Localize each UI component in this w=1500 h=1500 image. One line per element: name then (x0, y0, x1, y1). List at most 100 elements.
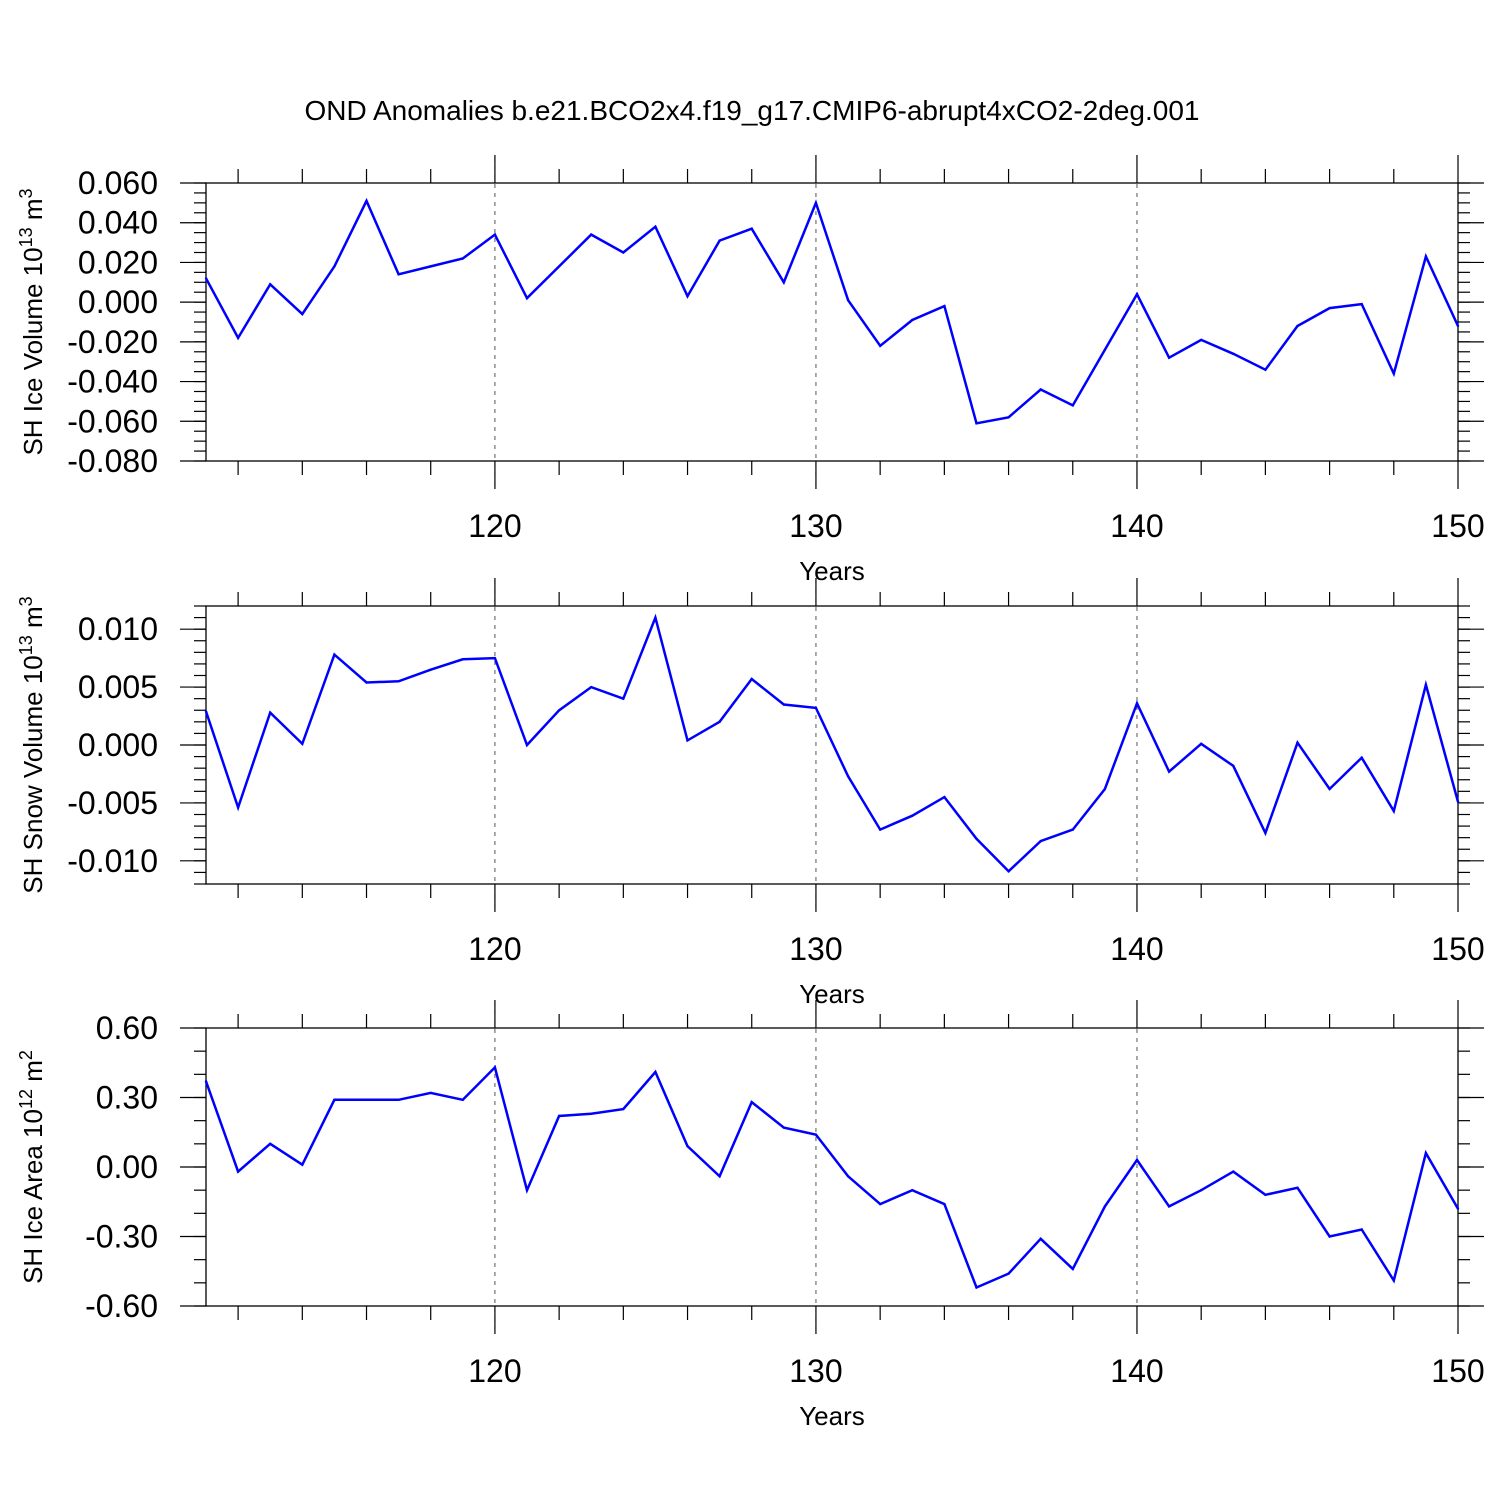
series-line (204, 197, 1460, 425)
data-point (686, 739, 689, 742)
y-tick-label: 0.005 (78, 669, 158, 705)
data-point (429, 668, 432, 671)
data-point (1360, 756, 1363, 759)
y-axis-title-unit: m (18, 1060, 48, 1089)
y-axis-title-prefix: SH Ice Area 10 (18, 1109, 48, 1284)
data-point (1232, 1170, 1235, 1173)
data-point (1007, 1272, 1010, 1275)
x-tick-label: 130 (789, 508, 842, 544)
y-axis-title-exp: 13 (16, 635, 36, 655)
data-point (622, 251, 625, 254)
data-point (493, 656, 497, 660)
x-tick-label: 120 (468, 1353, 521, 1389)
data-point (236, 806, 240, 809)
data-point (846, 1175, 850, 1178)
data-point (1039, 388, 1042, 391)
x-axis-title: Years (799, 979, 865, 1009)
data-point (1232, 352, 1235, 355)
data-point (397, 273, 400, 276)
data-point (1200, 742, 1203, 745)
data-point (1392, 1279, 1396, 1282)
data-point (269, 1142, 272, 1146)
snow-volume-panel: 0.010 0.005 0.000 -0.005 -0.010 120 130 140 150 Y… (16, 578, 1485, 1009)
data-point (622, 1107, 625, 1111)
data-point (590, 233, 593, 236)
data-point (269, 711, 272, 714)
data-point (686, 295, 689, 298)
data-point (782, 703, 785, 706)
data-point (1135, 293, 1139, 296)
x-axis-title: Years (799, 1401, 865, 1431)
data-point (686, 1145, 689, 1148)
data-point (943, 304, 946, 308)
data-point (975, 422, 978, 425)
data-point (1360, 302, 1363, 306)
data-point (846, 775, 850, 778)
data-point (493, 233, 497, 236)
data-point (1424, 683, 1428, 686)
y-axis-title-unit-exp: 3 (16, 188, 36, 198)
data-point (1135, 1158, 1139, 1162)
data-point (1232, 764, 1235, 768)
y-tick-label: -0.005 (67, 785, 158, 821)
data-point (397, 680, 400, 683)
data-point (1296, 741, 1299, 744)
data-point (236, 336, 240, 340)
data-point (1392, 372, 1396, 375)
data-point (1328, 787, 1331, 791)
data-point (782, 281, 785, 284)
data-point (525, 743, 529, 747)
y-tick-label: 0.000 (78, 727, 158, 763)
x-tick-label: 150 (1431, 931, 1484, 967)
data-point (1167, 356, 1171, 359)
data-point (236, 1170, 240, 1173)
data-point (879, 828, 882, 831)
data-point (943, 795, 946, 799)
x-tick-label: 130 (789, 1353, 842, 1389)
x-tick-label: 140 (1110, 1353, 1163, 1389)
y-tick-label: -0.020 (67, 324, 158, 360)
data-point (301, 742, 304, 745)
y-axis-title-exp: 13 (16, 227, 36, 247)
data-point (1328, 306, 1331, 310)
data-point (301, 1163, 304, 1166)
data-point (365, 681, 368, 684)
y-axis-title-prefix: SH Ice Volume 10 (18, 247, 48, 455)
data-point (1135, 702, 1139, 705)
y-tick-label: 0.020 (78, 244, 158, 280)
data-point (204, 710, 208, 713)
data-point (814, 1133, 818, 1136)
data-point (1456, 800, 1460, 803)
data-point (750, 1100, 753, 1104)
data-point (1296, 1186, 1299, 1190)
data-point (461, 658, 464, 661)
y-tick-label: -0.010 (67, 843, 158, 879)
plot-frame (205, 605, 1459, 885)
y-tick-label: 0.30 (96, 1080, 158, 1116)
data-point (975, 1286, 978, 1289)
data-point (557, 709, 561, 712)
data-point (365, 1098, 368, 1102)
data-point (301, 312, 304, 316)
y-tick-label: 0.040 (78, 205, 158, 241)
y-tick-label: -0.040 (67, 364, 158, 400)
data-point (1039, 1237, 1042, 1241)
data-point (1071, 404, 1075, 407)
y-tick-label: -0.060 (67, 403, 158, 439)
data-point (1456, 324, 1460, 328)
data-point (1039, 839, 1042, 843)
y-axis-title-unit: m (18, 198, 48, 227)
data-point (1264, 368, 1267, 371)
y-axis-title: SH Snow Volume 1013 m3 (16, 596, 48, 893)
data-point (1456, 1207, 1460, 1210)
data-point (461, 257, 464, 260)
y-axis-title: SH Ice Area 1012 m2 (16, 1050, 48, 1284)
y-tick-label: -0.080 (67, 443, 158, 479)
data-point (1167, 1205, 1171, 1208)
data-point (943, 1202, 946, 1206)
data-point (1392, 809, 1396, 813)
data-point (654, 225, 657, 228)
y-tick-label: 0.010 (78, 611, 158, 647)
series-line (204, 1064, 1460, 1290)
